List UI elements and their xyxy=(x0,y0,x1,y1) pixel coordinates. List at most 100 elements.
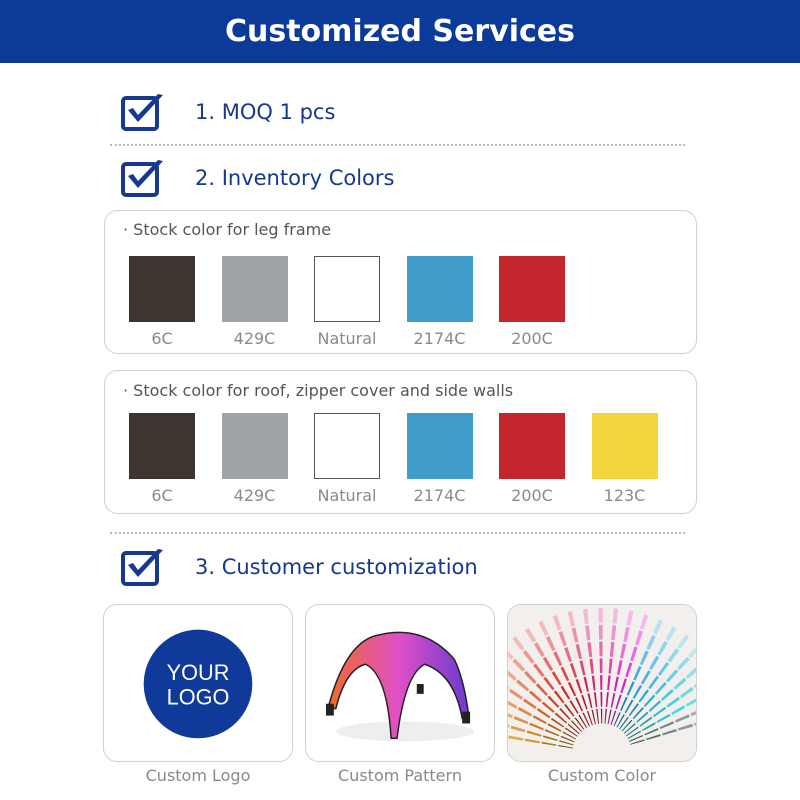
color-chip xyxy=(564,703,575,717)
color-chip xyxy=(545,636,556,651)
color-chip xyxy=(508,713,513,719)
color-chip xyxy=(512,658,526,672)
color-chip xyxy=(629,734,644,742)
color-chip xyxy=(671,705,686,715)
color-chip xyxy=(574,717,585,730)
color-chip xyxy=(569,700,579,714)
item-label: 1. MOQ 1 pcs xyxy=(195,100,336,124)
color-chip xyxy=(615,694,622,710)
inventory-colors-item: 2. Inventory Colors xyxy=(120,158,394,198)
custom-color-image xyxy=(507,604,697,762)
color-chip xyxy=(677,656,690,671)
color-chip xyxy=(541,701,555,713)
color-swatch-natural xyxy=(314,413,380,479)
color-chip xyxy=(674,714,690,723)
color-chip xyxy=(575,643,582,660)
color-chip xyxy=(560,735,575,743)
color-chip xyxy=(690,711,696,717)
color-chip xyxy=(547,695,560,708)
color-chip xyxy=(611,625,617,641)
color-chip xyxy=(600,675,603,690)
color-chip xyxy=(653,619,663,635)
color-chip xyxy=(508,724,510,728)
color-chip xyxy=(583,676,589,692)
color-chip xyxy=(533,642,545,657)
color-chip xyxy=(644,728,659,736)
moq-item: 1. MOQ 1 pcs xyxy=(120,92,335,132)
custom-logo-image: YOUR LOGO xyxy=(103,604,293,762)
color-chip xyxy=(608,658,613,674)
color-chip xyxy=(524,738,540,744)
color-chip xyxy=(598,607,603,623)
color-chip xyxy=(639,614,649,630)
checkbox-checked-icon xyxy=(121,160,163,197)
color-chip xyxy=(660,689,674,701)
color-chip xyxy=(667,648,680,663)
color-chip xyxy=(693,683,696,689)
color-chip xyxy=(569,662,578,678)
color-chip xyxy=(607,675,611,691)
swatch-label: Natural xyxy=(317,329,377,348)
color-chip xyxy=(621,719,633,732)
color-chip xyxy=(554,712,568,724)
color-chip xyxy=(581,694,588,710)
color-chip xyxy=(694,722,696,726)
color-chip xyxy=(604,708,607,724)
color-chip xyxy=(589,658,594,674)
color-chip xyxy=(598,624,603,640)
color-chip xyxy=(510,725,526,733)
color-chip xyxy=(646,634,656,650)
color-swatch-natural xyxy=(314,256,380,322)
page-title: Customized Services xyxy=(0,0,800,63)
color-chip xyxy=(508,688,523,700)
color-chip xyxy=(625,726,639,737)
color-chip xyxy=(585,625,591,641)
color-chip xyxy=(607,709,612,725)
card-label: Custom Logo xyxy=(145,766,251,785)
color-chip xyxy=(665,669,679,683)
color-chip xyxy=(551,671,562,686)
swatch-label: 200C xyxy=(511,486,553,505)
color-chip xyxy=(648,700,662,712)
color-swatch-6c xyxy=(129,256,195,322)
color-chip xyxy=(657,641,668,656)
swatch-label: 6C xyxy=(151,486,173,505)
color-chip xyxy=(609,641,615,657)
color-chip xyxy=(636,711,649,723)
color-chip xyxy=(599,641,603,657)
color-chip xyxy=(541,741,557,746)
color-chip xyxy=(678,723,693,731)
color-chip xyxy=(526,730,542,737)
color-chip xyxy=(570,720,582,732)
checkbox-checked-icon xyxy=(121,549,163,586)
color-chip xyxy=(600,691,603,707)
color-chip xyxy=(508,650,514,660)
swatch-label: 429C xyxy=(233,329,276,348)
color-chip xyxy=(605,692,609,707)
color-swatch-2174c xyxy=(406,256,473,322)
customization-item: 3. Customer customization xyxy=(120,547,478,587)
color-chip xyxy=(562,731,577,740)
color-chip xyxy=(627,730,642,739)
color-chip xyxy=(508,700,518,709)
swatch-label: 6C xyxy=(151,329,173,348)
color-chip xyxy=(635,630,644,646)
color-chip xyxy=(575,697,583,712)
color-chip xyxy=(586,710,593,726)
color-chip xyxy=(620,696,628,711)
color-chip xyxy=(623,627,630,643)
color-chip xyxy=(544,729,560,737)
color-chip xyxy=(616,714,625,728)
color-chip xyxy=(559,740,574,746)
color-swatch-6c xyxy=(129,413,195,479)
color-chip xyxy=(591,709,596,725)
color-chip xyxy=(654,682,667,695)
color-chip xyxy=(685,667,696,679)
color-chip xyxy=(649,655,660,671)
color-chip xyxy=(630,739,645,745)
color-swatch-200c xyxy=(499,256,565,322)
color-chip xyxy=(508,735,524,741)
color-chip xyxy=(648,675,660,690)
color-swatch-200c xyxy=(499,413,565,479)
color-chip xyxy=(587,693,593,709)
